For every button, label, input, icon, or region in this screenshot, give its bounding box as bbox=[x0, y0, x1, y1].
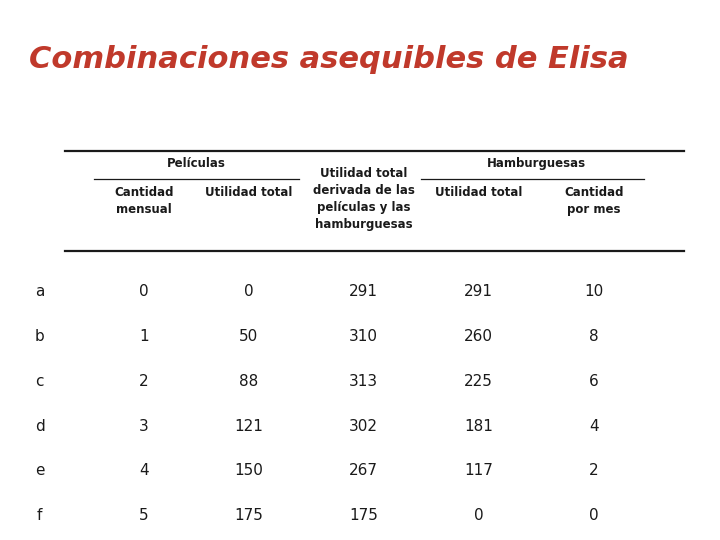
Text: 0: 0 bbox=[474, 508, 484, 523]
Text: Hamburguesas: Hamburguesas bbox=[487, 157, 586, 170]
Text: 2: 2 bbox=[589, 463, 599, 478]
Text: 88: 88 bbox=[239, 374, 258, 389]
Text: 302: 302 bbox=[349, 418, 378, 434]
Text: f: f bbox=[37, 508, 42, 523]
Text: 0: 0 bbox=[139, 284, 149, 299]
Text: 175: 175 bbox=[234, 508, 263, 523]
Text: 4: 4 bbox=[139, 463, 149, 478]
Text: 121: 121 bbox=[234, 418, 263, 434]
Text: 291: 291 bbox=[349, 284, 378, 299]
Text: 150: 150 bbox=[234, 463, 263, 478]
Text: 260: 260 bbox=[464, 329, 493, 344]
Text: 313: 313 bbox=[349, 374, 378, 389]
Text: 117: 117 bbox=[464, 463, 493, 478]
Text: Utilidad total: Utilidad total bbox=[435, 186, 523, 199]
Text: Utilidad total: Utilidad total bbox=[204, 186, 292, 199]
Text: 6: 6 bbox=[589, 374, 599, 389]
Text: 181: 181 bbox=[464, 418, 493, 434]
Text: c: c bbox=[35, 374, 44, 389]
Text: 2: 2 bbox=[139, 374, 149, 389]
Text: 4: 4 bbox=[589, 418, 599, 434]
Text: 50: 50 bbox=[239, 329, 258, 344]
Text: 3: 3 bbox=[139, 418, 149, 434]
Text: 5: 5 bbox=[139, 508, 149, 523]
Text: e: e bbox=[35, 463, 45, 478]
Text: 225: 225 bbox=[464, 374, 493, 389]
Text: 1: 1 bbox=[139, 329, 149, 344]
Text: 310: 310 bbox=[349, 329, 378, 344]
Text: 0: 0 bbox=[589, 508, 599, 523]
Text: 175: 175 bbox=[349, 508, 378, 523]
Text: 10: 10 bbox=[585, 284, 603, 299]
Text: Cantidad
mensual: Cantidad mensual bbox=[114, 186, 174, 217]
Text: b: b bbox=[35, 329, 45, 344]
Text: 0: 0 bbox=[243, 284, 253, 299]
Text: a: a bbox=[35, 284, 45, 299]
Text: 8: 8 bbox=[589, 329, 599, 344]
Text: Películas: Películas bbox=[167, 157, 225, 170]
Text: 291: 291 bbox=[464, 284, 493, 299]
Text: Combinaciones asequibles de Elisa: Combinaciones asequibles de Elisa bbox=[29, 45, 629, 75]
Text: Cantidad
por mes: Cantidad por mes bbox=[564, 186, 624, 217]
Text: 267: 267 bbox=[349, 463, 378, 478]
Text: d: d bbox=[35, 418, 45, 434]
Text: Utilidad total
derivada de las
películas y las
hamburguesas: Utilidad total derivada de las películas… bbox=[312, 167, 415, 232]
